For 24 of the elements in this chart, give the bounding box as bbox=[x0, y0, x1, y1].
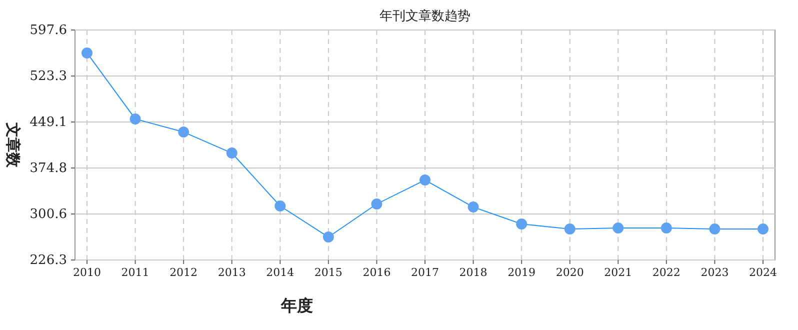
x-tick-label: 2013 bbox=[218, 266, 246, 279]
chart-title: 年刊文章数趋势 bbox=[380, 9, 470, 24]
y-tick-label: 300.6 bbox=[30, 206, 67, 222]
y-tick-label: 597.6 bbox=[30, 23, 67, 38]
x-tick-label: 2011 bbox=[121, 266, 150, 279]
x-axis-title: 年度 bbox=[280, 296, 313, 315]
x-tick-label: 2012 bbox=[170, 266, 198, 279]
x-tick-label: 2016 bbox=[362, 266, 391, 279]
x-tick-label: 2023 bbox=[700, 266, 729, 279]
x-tick-label: 2015 bbox=[314, 266, 342, 279]
x-tick-label: 2014 bbox=[266, 266, 294, 279]
y-tick-label: 449.1 bbox=[30, 114, 67, 130]
x-tick-label: 2017 bbox=[411, 266, 439, 279]
x-tick-label: 2019 bbox=[508, 266, 536, 279]
x-tick-label: 2024 bbox=[749, 266, 777, 279]
x-tick-label: 2010 bbox=[73, 266, 101, 279]
y-tick-label: 226.3 bbox=[30, 253, 67, 268]
y-axis-title: 文章数 bbox=[4, 122, 22, 168]
x-tick-label: 2022 bbox=[652, 266, 680, 279]
x-tick-label: 2021 bbox=[604, 266, 632, 279]
x-tick-label: 2018 bbox=[459, 266, 488, 279]
y-tick-label: 374.8 bbox=[30, 161, 67, 176]
x-tick-label: 2020 bbox=[556, 266, 584, 279]
y-tick-label: 523.3 bbox=[30, 69, 67, 84]
